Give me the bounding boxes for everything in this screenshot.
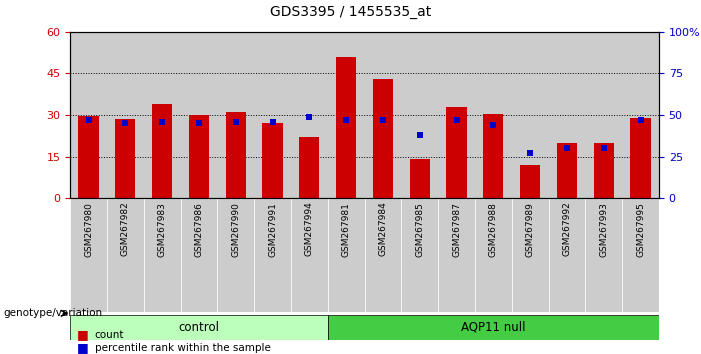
Bar <box>594 143 614 198</box>
Bar <box>144 32 181 198</box>
Text: GSM267985: GSM267985 <box>415 202 424 257</box>
Bar <box>548 198 585 312</box>
Bar <box>189 115 209 198</box>
Text: GSM267989: GSM267989 <box>526 202 535 257</box>
Bar <box>262 124 283 198</box>
Bar <box>585 32 622 198</box>
Bar <box>401 198 438 312</box>
Bar <box>520 165 540 198</box>
Bar <box>512 198 548 312</box>
Bar <box>291 198 327 312</box>
Text: GSM267986: GSM267986 <box>194 202 203 257</box>
Bar <box>548 32 585 198</box>
Bar <box>401 32 438 198</box>
Bar <box>622 32 659 198</box>
Bar <box>217 32 254 198</box>
Bar <box>630 118 651 198</box>
Bar <box>254 32 291 198</box>
Bar <box>217 198 254 312</box>
Bar <box>70 198 107 312</box>
Bar <box>152 104 172 198</box>
Text: AQP11 null: AQP11 null <box>461 321 526 334</box>
Bar <box>70 315 327 340</box>
Text: genotype/variation: genotype/variation <box>4 308 102 318</box>
Bar <box>336 57 356 198</box>
Bar <box>483 114 503 198</box>
Bar <box>447 107 467 198</box>
Bar <box>327 32 365 198</box>
Text: control: control <box>179 321 219 334</box>
Text: GSM267988: GSM267988 <box>489 202 498 257</box>
Bar <box>291 32 327 198</box>
Text: GDS3395 / 1455535_at: GDS3395 / 1455535_at <box>270 5 431 19</box>
Bar <box>438 198 475 312</box>
Text: percentile rank within the sample: percentile rank within the sample <box>95 343 271 353</box>
Bar <box>409 159 430 198</box>
Bar <box>327 198 365 312</box>
Bar <box>181 32 217 198</box>
Text: ■: ■ <box>77 341 89 354</box>
Text: GSM267990: GSM267990 <box>231 202 240 257</box>
Bar <box>622 198 659 312</box>
Text: GSM267981: GSM267981 <box>341 202 350 257</box>
Text: GSM267984: GSM267984 <box>379 202 388 256</box>
Bar <box>299 137 320 198</box>
Bar <box>475 32 512 198</box>
Bar <box>181 198 217 312</box>
Text: count: count <box>95 330 124 339</box>
Bar <box>254 198 291 312</box>
Bar <box>557 143 577 198</box>
Bar <box>79 116 99 198</box>
Text: GSM267994: GSM267994 <box>305 202 314 256</box>
Text: GSM267991: GSM267991 <box>268 202 277 257</box>
Text: GSM267992: GSM267992 <box>562 202 571 256</box>
Text: GSM267987: GSM267987 <box>452 202 461 257</box>
Bar <box>144 198 181 312</box>
Bar <box>70 32 107 198</box>
Bar <box>226 112 246 198</box>
Bar <box>365 32 401 198</box>
Bar <box>107 198 144 312</box>
Text: GSM267982: GSM267982 <box>121 202 130 256</box>
Bar <box>438 32 475 198</box>
Bar <box>365 198 401 312</box>
Bar <box>327 315 659 340</box>
Bar <box>373 79 393 198</box>
Bar <box>475 198 512 312</box>
Bar <box>115 119 135 198</box>
Text: ■: ■ <box>77 328 89 341</box>
Bar <box>512 32 548 198</box>
Text: GSM267983: GSM267983 <box>158 202 167 257</box>
Text: GSM267993: GSM267993 <box>599 202 608 257</box>
Bar <box>107 32 144 198</box>
Bar <box>585 198 622 312</box>
Text: GSM267995: GSM267995 <box>636 202 645 257</box>
Text: GSM267980: GSM267980 <box>84 202 93 257</box>
